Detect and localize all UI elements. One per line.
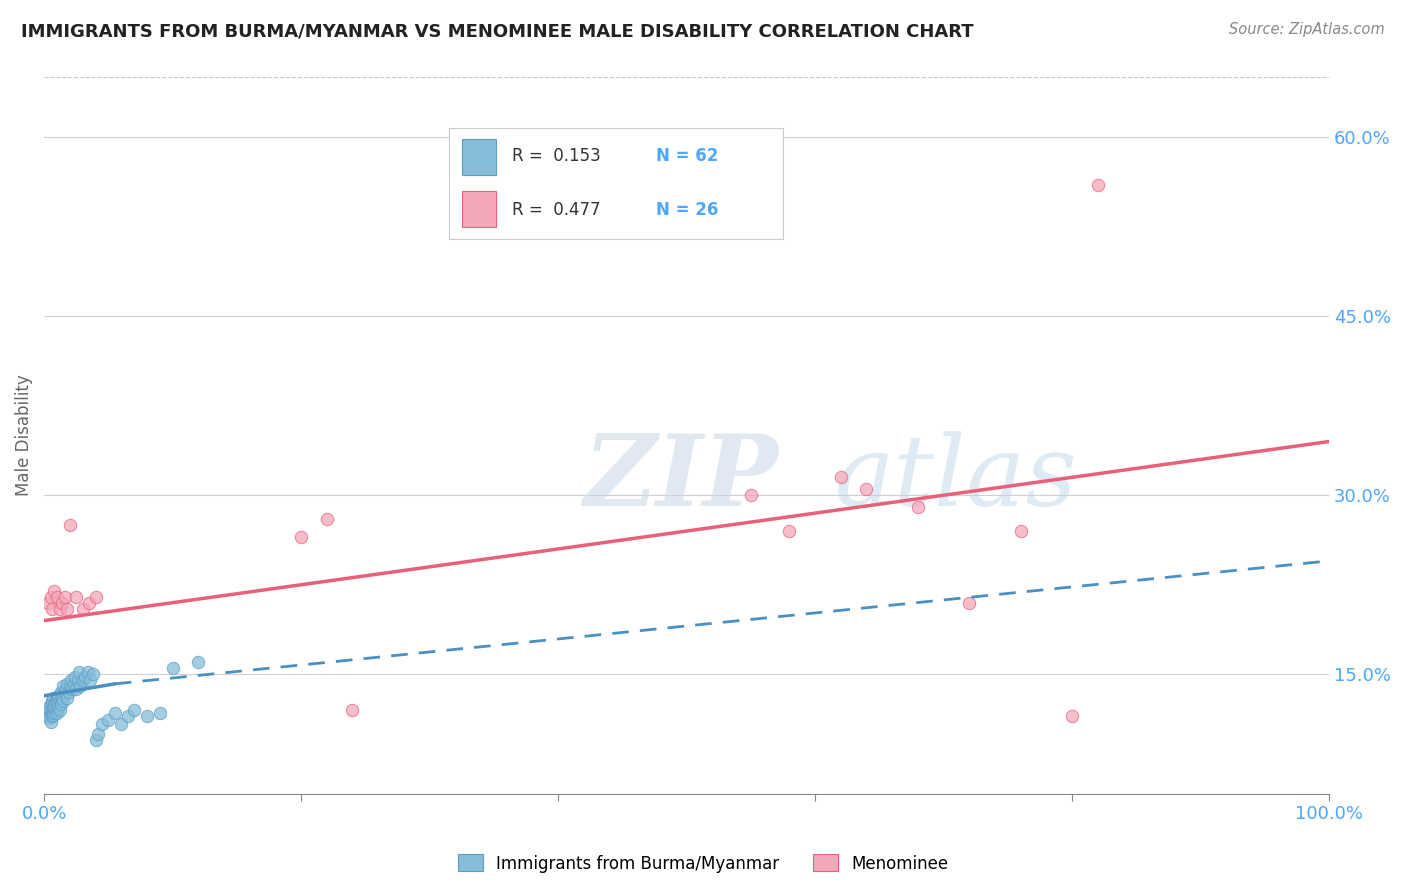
Point (41, 703, 63, 717)
Point (41, 693, 63, 707)
Point (1060, 709, 1083, 723)
Y-axis label: Male Disability: Male Disability (15, 375, 32, 497)
Point (46, 700, 69, 714)
Point (38, 703, 60, 717)
Point (117, 709, 139, 723)
Point (56, 601, 79, 615)
Point (58, 685, 80, 699)
Point (90, 717, 112, 731)
Point (51, 691, 73, 706)
Point (84, 590, 107, 604)
Point (46, 697, 69, 711)
Point (63, 670, 86, 684)
Point (72, 673, 94, 688)
Point (957, 596, 980, 610)
Point (49, 685, 72, 699)
Point (778, 524, 800, 538)
Point (69, 679, 91, 693)
Point (65, 681, 87, 696)
Point (75, 670, 97, 684)
Text: IMMIGRANTS FROM BURMA/MYANMAR VS MENOMINEE MALE DISABILITY CORRELATION CHART: IMMIGRANTS FROM BURMA/MYANMAR VS MENOMIN… (21, 22, 974, 40)
Point (42, 691, 65, 706)
Point (46, 689, 69, 703)
Point (44, 697, 66, 711)
Point (49, 697, 72, 711)
Point (48, 601, 70, 615)
Point (52, 693, 75, 707)
Text: atlas: atlas (834, 431, 1077, 526)
Point (42, 700, 65, 714)
Point (42, 707, 65, 722)
Point (135, 709, 157, 723)
Point (65, 590, 87, 604)
Point (35, 700, 58, 714)
Point (56, 677, 79, 691)
Point (72, 601, 94, 615)
Point (51, 596, 73, 610)
Point (84, 733, 107, 747)
Point (122, 703, 145, 717)
Point (62, 677, 84, 691)
Point (46, 691, 69, 706)
Point (53, 685, 76, 699)
Point (315, 512, 337, 526)
Point (53, 590, 76, 604)
Point (740, 488, 762, 502)
Text: ZIP: ZIP (583, 430, 779, 527)
Point (907, 500, 929, 515)
Point (76, 665, 98, 679)
Point (87, 727, 110, 741)
Point (1010, 524, 1032, 538)
Text: Source: ZipAtlas.com: Source: ZipAtlas.com (1229, 22, 1385, 37)
Point (48, 693, 70, 707)
Point (37, 596, 59, 610)
Point (44, 700, 66, 714)
Point (59, 518, 82, 533)
Point (1087, 178, 1109, 192)
Point (66, 673, 89, 688)
Point (342, 703, 364, 717)
Point (38, 711, 60, 725)
Point (79, 673, 101, 688)
Point (162, 661, 184, 675)
Point (60, 673, 83, 688)
Point (52, 679, 75, 693)
Point (46, 706, 69, 720)
Point (39, 706, 62, 720)
Point (855, 483, 877, 497)
Legend: Immigrants from Burma/Myanmar, Menominee: Immigrants from Burma/Myanmar, Menominee (451, 847, 955, 880)
Point (56, 691, 79, 706)
Point (187, 656, 209, 670)
Point (55, 681, 77, 696)
Point (97, 713, 120, 727)
Point (830, 470, 852, 484)
Point (41, 709, 63, 723)
Point (104, 706, 127, 720)
Point (44, 706, 66, 720)
Point (39, 697, 62, 711)
Point (46, 590, 69, 604)
Point (45, 703, 67, 717)
Point (48, 703, 70, 717)
Point (37, 709, 59, 723)
Point (82, 667, 104, 681)
Point (37, 706, 59, 720)
Point (290, 530, 312, 544)
Point (39, 714, 62, 729)
Point (67, 665, 90, 679)
Point (41, 601, 63, 615)
Point (44, 583, 66, 598)
Point (60, 681, 83, 696)
Point (59, 679, 82, 693)
Point (39, 590, 62, 604)
Point (110, 717, 132, 731)
Point (149, 706, 172, 720)
Point (45, 693, 67, 707)
Point (77, 596, 100, 610)
